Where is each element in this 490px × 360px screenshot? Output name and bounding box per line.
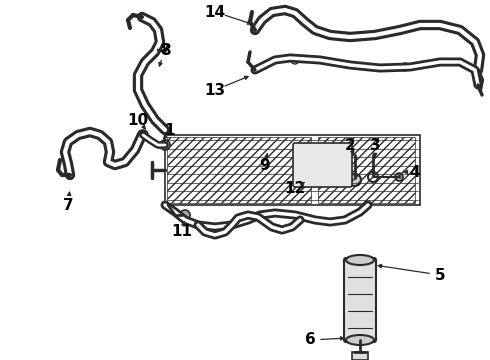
Text: 9: 9 [260,158,270,172]
Text: 5: 5 [435,267,445,283]
Circle shape [368,172,378,182]
Bar [165,135,420,205]
Circle shape [401,63,409,71]
Circle shape [395,173,403,181]
Ellipse shape [346,255,374,265]
Text: 14: 14 [204,5,225,19]
Circle shape [291,56,299,64]
Circle shape [180,210,190,220]
Text: 3: 3 [369,138,380,153]
Text: 10: 10 [127,112,148,127]
Text: 12: 12 [284,180,306,195]
Bar [352,352,368,360]
Text: 8: 8 [160,42,171,58]
Ellipse shape [346,335,374,345]
Text: 11: 11 [172,225,193,239]
FancyBboxPatch shape [344,258,376,342]
Bar [167,137,311,203]
Circle shape [349,174,361,186]
Bar [318,137,415,203]
Text: 13: 13 [204,82,225,98]
Circle shape [160,140,170,150]
Text: 7: 7 [63,198,74,212]
Text: 6: 6 [305,333,316,347]
Text: 4: 4 [410,165,420,180]
FancyBboxPatch shape [293,143,352,187]
Text: 1: 1 [165,122,175,138]
Text: 2: 2 [344,138,355,153]
Circle shape [138,130,148,140]
